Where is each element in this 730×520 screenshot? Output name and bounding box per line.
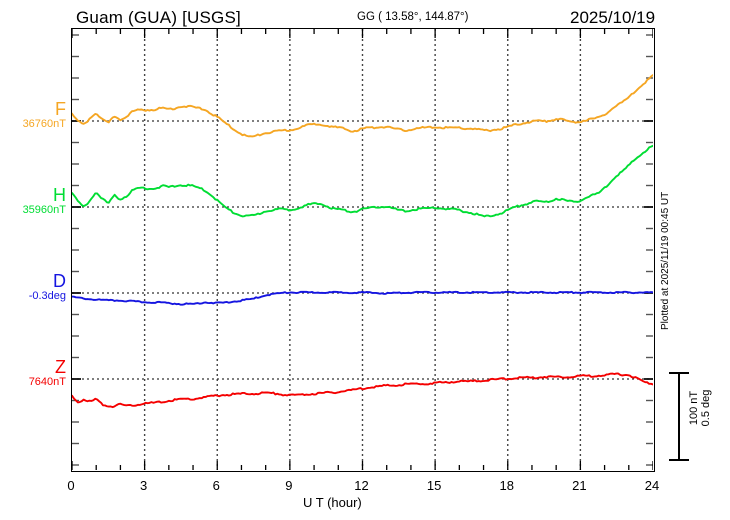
scale-bar <box>669 372 689 461</box>
x-tick-0: 0 <box>67 478 75 493</box>
magnetogram-svg <box>72 29 653 470</box>
observation-date: 2025/10/19 <box>570 8 656 27</box>
x-tick-6: 6 <box>212 478 220 493</box>
x-tick-18: 18 <box>499 478 514 493</box>
geographic-coordinates: GG ( 13.58°, 144.87°) <box>357 11 469 23</box>
x-tick-12: 12 <box>354 478 369 493</box>
component-value-z: 7640nT <box>28 376 66 388</box>
x-tick-3: 3 <box>140 478 148 493</box>
component-name-h: H <box>53 185 66 205</box>
scale-deg: 0.5 deg <box>700 389 712 427</box>
component-name-z: Z <box>55 357 66 377</box>
magnetogram-plot-area <box>71 28 655 472</box>
page-title: Guam (GUA) [USGS] <box>76 8 241 27</box>
component-value-d: -0.3deg <box>28 290 66 302</box>
x-axis-title: U T (hour) <box>303 495 362 510</box>
component-value-h: 35960nT <box>22 204 66 216</box>
x-tick-15: 15 <box>426 478 442 493</box>
x-tick-24: 24 <box>644 478 660 493</box>
component-label-f: F 36760nT <box>8 100 66 131</box>
component-value-f: 36760nT <box>22 118 66 130</box>
scale-nt: 100 nT <box>688 390 700 426</box>
scale-bar-label: 100 nT 0.5 deg <box>688 363 712 453</box>
component-label-d: D -0.3deg <box>8 272 66 303</box>
x-tick-9: 9 <box>285 478 293 493</box>
plotted-timestamp: Plotted at 2025/11/19 00:45 UT <box>660 191 671 330</box>
x-tick-21: 21 <box>572 478 587 493</box>
component-name-d: D <box>53 271 66 291</box>
component-label-z: Z 7640nT <box>8 358 66 389</box>
component-name-f: F <box>55 99 66 119</box>
component-label-h: H 35960nT <box>8 186 66 217</box>
